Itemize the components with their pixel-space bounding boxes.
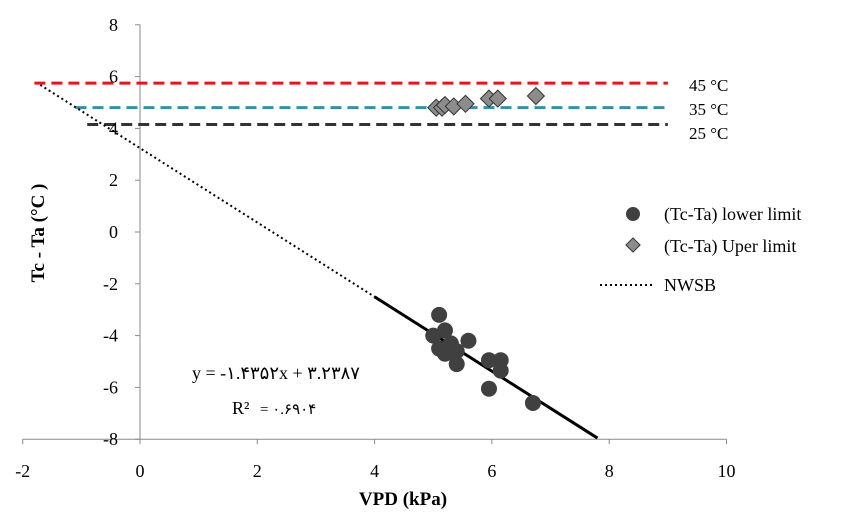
reference-lines xyxy=(34,81,668,127)
reference-line-labels: 45 °C 35 °C 25 °C xyxy=(689,76,728,143)
r2-value: = ۰.۶۹۰۴ xyxy=(260,402,316,418)
upper-limit-point xyxy=(488,89,507,108)
y-tick-label: 0 xyxy=(109,222,118,242)
y-tick-label: 4 xyxy=(109,118,118,138)
nwsb-line xyxy=(39,84,376,298)
lower-limit-point xyxy=(448,356,465,373)
lower-limit-point xyxy=(480,380,497,397)
y-tick-label: -2 xyxy=(103,274,118,294)
ref-label-45: 45 °C xyxy=(689,76,728,95)
ref-label-35: 35 °C xyxy=(689,100,728,119)
y-axis-title: Tc - Ta (°C ) xyxy=(28,184,49,283)
lower-limit-point xyxy=(480,352,497,369)
x-tick-label: 8 xyxy=(605,461,614,481)
nwsb-line-segment xyxy=(39,84,376,298)
x-tick-label: -2 xyxy=(15,461,30,481)
upper-limit-point xyxy=(526,86,546,106)
regression-equation: y = -۱.۴۳۵۲x + ۳.۲۳۸۷ xyxy=(192,363,360,383)
legend-label-nwsb: NWSB xyxy=(664,275,716,295)
axes xyxy=(22,24,727,440)
legend-label-lower: (Tc-Ta) lower limit xyxy=(664,204,801,225)
tick-labels: -2 0 2 4 6 8 10 -8 -6 -4 -2 0 2 4 6 8 xyxy=(15,15,735,481)
legend: (Tc-Ta) lower limit (Tc-Ta) Uper limit N… xyxy=(600,204,801,295)
lower-limit-point xyxy=(425,327,442,344)
r2-label: R² xyxy=(232,398,249,418)
x-tick-label: 6 xyxy=(487,461,496,481)
x-tick-label: 2 xyxy=(253,461,262,481)
x-tick-label: 0 xyxy=(136,461,145,481)
ref-label-25: 25 °C xyxy=(689,124,728,143)
lower-limit-point xyxy=(524,394,541,411)
lower-limit-point xyxy=(460,332,477,349)
legend-label-upper: (Tc-Ta) Uper limit xyxy=(664,236,796,257)
lower-limit-point xyxy=(431,306,448,323)
y-tick-label: -6 xyxy=(103,377,118,397)
y-tick-label: 6 xyxy=(109,67,118,87)
y-tick-label: 8 xyxy=(109,15,118,35)
lower-limit-point xyxy=(492,362,509,379)
x-tick-label: 10 xyxy=(718,461,736,481)
upper-limit-point xyxy=(456,94,475,113)
x-axis-title: VPD (kPa) xyxy=(359,489,447,510)
legend-marker-lower xyxy=(626,207,640,221)
y-tick-label: -8 xyxy=(103,429,118,449)
x-tick-label: 4 xyxy=(370,461,379,481)
regression-annotation: y = -۱.۴۳۵۲x + ۳.۲۳۸۷ R² = ۰.۶۹۰۴ xyxy=(192,363,360,418)
y-tick-label: -4 xyxy=(103,326,118,346)
y-tick-label: 2 xyxy=(109,170,118,190)
legend-marker-upper xyxy=(625,237,641,253)
data-points xyxy=(425,86,546,411)
lower-limit-point xyxy=(448,343,465,360)
